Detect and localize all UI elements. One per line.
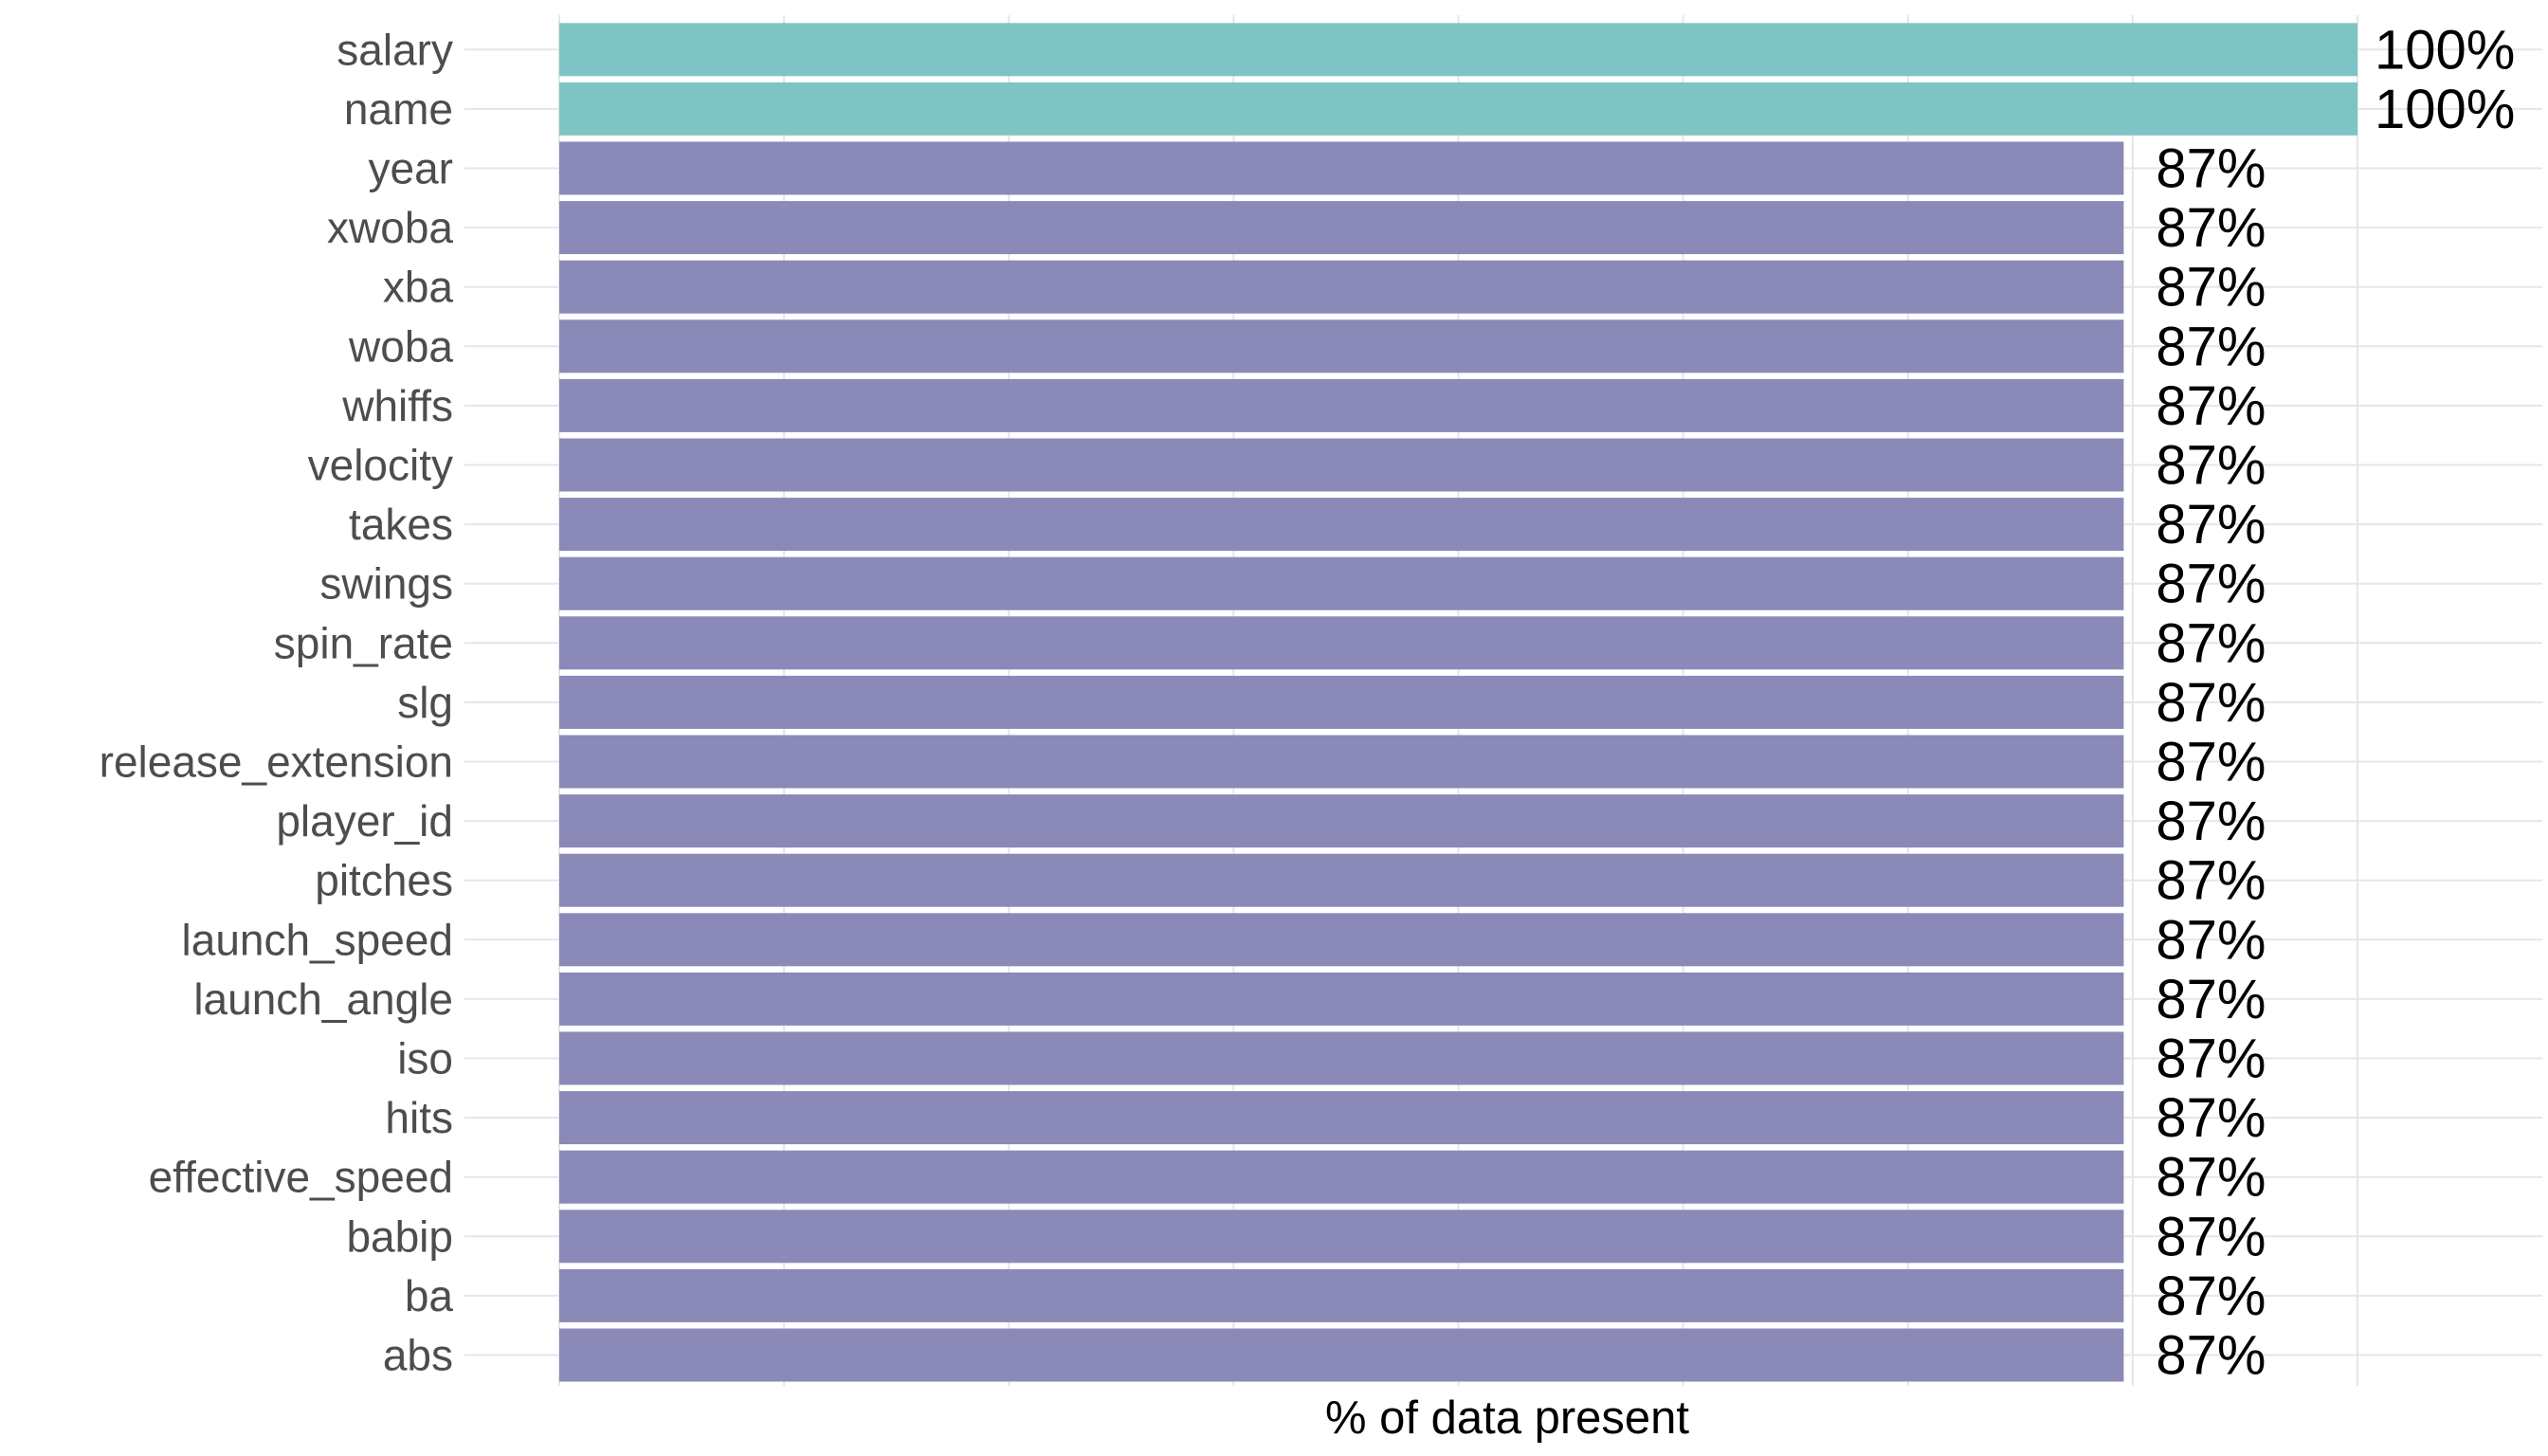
bar-value-label: 87% (2156, 612, 2266, 674)
y-tick-label: effective_speed (149, 1153, 453, 1202)
bar-value-label: 87% (2156, 316, 2266, 377)
y-tick-label: abs (383, 1331, 453, 1380)
bar-value-label: 87% (2156, 732, 2266, 793)
bar-launch_speed (559, 913, 2124, 967)
y-tick-label: xwoba (327, 203, 453, 252)
bar-slg (559, 675, 2124, 729)
y-tick-label: velocity (308, 441, 453, 490)
bar-value-label: 87% (2156, 1028, 2266, 1090)
bar-velocity (559, 438, 2124, 492)
bar-xba (559, 260, 2124, 314)
bar-value-label: 87% (2156, 969, 2266, 1030)
bar-salary (559, 23, 2357, 77)
bar-value-label: 87% (2156, 1325, 2266, 1387)
bar-value-label: 87% (2156, 197, 2266, 259)
bar-value-label: 87% (2156, 1087, 2266, 1149)
bar-value-label: 87% (2156, 791, 2266, 852)
bar-value-label: 100% (2375, 79, 2515, 140)
y-tick-label: spin_rate (274, 618, 453, 667)
bar-hits (559, 1091, 2124, 1145)
bar-spin_rate (559, 616, 2124, 670)
bar-whiffs (559, 378, 2124, 432)
y-tick-label: xba (383, 263, 454, 312)
y-tick-label: woba (348, 321, 453, 371)
bar-launch_angle (559, 972, 2124, 1026)
bar-value-label: 87% (2156, 375, 2266, 437)
bar-iso (559, 1031, 2124, 1085)
bar-pitches (559, 853, 2124, 907)
bar-takes (559, 498, 2124, 552)
bar-value-label: 87% (2156, 1265, 2266, 1327)
bar-player_id (559, 794, 2124, 848)
y-tick-label: name (344, 84, 453, 134)
bar-value-label: 87% (2156, 257, 2266, 318)
bar-abs (559, 1328, 2124, 1382)
bar-value-label: 87% (2156, 138, 2266, 200)
bar-ba (559, 1268, 2124, 1322)
bar-babip (559, 1210, 2124, 1264)
y-tick-label: whiffs (341, 381, 453, 430)
y-tick-label: salary (337, 25, 453, 74)
bar-value-label: 87% (2156, 435, 2266, 497)
y-tick-label: release_extension (100, 737, 453, 787)
bar-name (559, 82, 2357, 136)
bar-woba (559, 319, 2124, 373)
y-tick-label: iso (397, 1034, 453, 1083)
y-tick-label: launch_angle (193, 974, 453, 1024)
x-axis-title: % of data present (1325, 1392, 1689, 1444)
y-tick-label: pitches (315, 856, 453, 905)
bar-value-label: 87% (2156, 1147, 2266, 1209)
y-tick-labels: salary name year xwoba xba woba whiffs velocity… (100, 25, 454, 1379)
bar-effective_speed (559, 1150, 2124, 1204)
y-tick-label: hits (385, 1093, 453, 1142)
y-tick-label: player_id (276, 796, 453, 846)
y-tick-label: swings (319, 559, 453, 609)
y-tick-label: takes (349, 500, 453, 549)
bar-layer (559, 23, 2357, 1382)
bar-value-label: 87% (2156, 672, 2266, 734)
bar-value-label: 87% (2156, 554, 2266, 615)
bar-value-label: 87% (2156, 494, 2266, 555)
bar-release_extension (559, 735, 2124, 789)
y-tick-label: babip (346, 1211, 453, 1261)
bar-value-label: 87% (2156, 909, 2266, 971)
bar-value-label: 87% (2156, 1206, 2266, 1267)
y-tick-label: ba (405, 1271, 454, 1320)
y-tick-label: year (369, 144, 453, 193)
bar-xwoba (559, 201, 2124, 255)
bar-year (559, 141, 2124, 195)
y-tick-label: launch_speed (182, 915, 453, 964)
bar-value-label: 87% (2156, 850, 2266, 912)
bar-value-label: 100% (2375, 19, 2515, 81)
bar-swings (559, 556, 2124, 610)
value-labels: 100%100%87%87%87%87%87%87%87%87%87%87%87… (2156, 19, 2515, 1386)
y-tick-label: slg (397, 678, 453, 727)
